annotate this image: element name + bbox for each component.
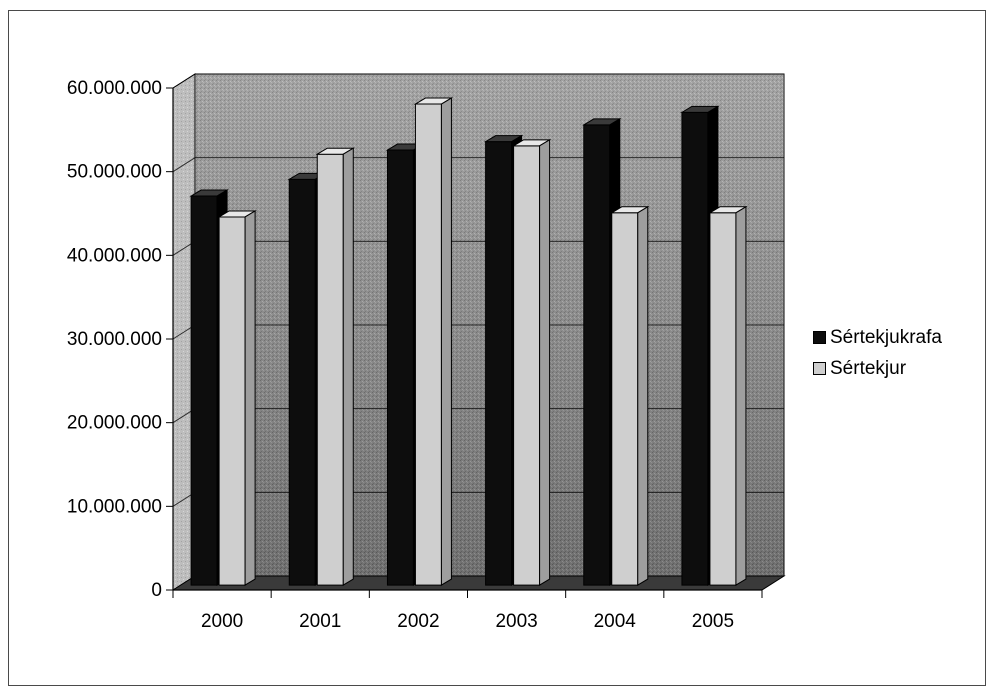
y-tick-label: 10.000.000: [67, 496, 162, 517]
x-tick-label-2005: 2005: [692, 611, 734, 632]
y-tick-label: 20.000.000: [67, 413, 162, 434]
bar-front: [611, 212, 639, 586]
bar-side: [539, 138, 551, 586]
x-tick-label-2003: 2003: [495, 611, 537, 632]
legend-item-series-2: Sértekjur: [813, 353, 942, 384]
y-axis: 0 10.000.000 20.000.000 30.000.000 40.000.00…: [67, 78, 174, 601]
bar-side: [735, 205, 747, 586]
bars: [189, 97, 748, 586]
y-tick-label: 40.000.000: [67, 245, 162, 266]
bar-2005-series-2: [708, 205, 748, 586]
y-tick-label: 0: [151, 580, 162, 601]
bar-2002-series-2: [413, 97, 454, 586]
bar-2000-series-2: [217, 210, 257, 586]
y-tick-label: 60.000.000: [67, 78, 162, 99]
bar-side: [244, 210, 256, 586]
bar-front: [681, 111, 709, 586]
legend-label-series-2: Sértekjur: [830, 357, 907, 379]
bar-2001-series-2: [315, 147, 356, 586]
legend: Sértekjukrafa Sértekjur: [813, 322, 942, 384]
legend-label-series-1: Sértekjukrafa: [830, 326, 942, 348]
gridline: [172, 73, 784, 89]
bar-front: [709, 212, 737, 586]
y-tick-label: 30.000.000: [67, 329, 162, 350]
bar-front: [485, 141, 513, 586]
bar-front: [288, 178, 316, 586]
x-axis: 2000 2001 2002 2003 2004 2005: [172, 589, 763, 632]
bar-front: [386, 149, 414, 586]
bar-side: [342, 147, 354, 586]
legend-swatch-series-1: [813, 331, 826, 344]
legend-item-series-1: Sértekjukrafa: [813, 322, 942, 353]
bar-front: [218, 216, 246, 586]
bar-front: [583, 124, 611, 586]
legend-swatch-series-2: [813, 362, 826, 375]
bar-side: [637, 205, 649, 586]
x-tick-label-2002: 2002: [397, 611, 439, 632]
bar-2004-series-2: [609, 205, 650, 586]
y-tick-label: 50.000.000: [67, 162, 162, 183]
bar-front: [190, 195, 218, 586]
x-tick-label-2001: 2001: [299, 611, 341, 632]
bar-2003-series-2: [511, 138, 552, 586]
bar-side: [440, 97, 452, 586]
bar-front: [414, 103, 442, 586]
x-tick-label-2004: 2004: [594, 611, 637, 632]
bar-front: [513, 145, 541, 586]
x-tick-label-2000: 2000: [201, 611, 243, 632]
bar-front: [316, 153, 344, 586]
